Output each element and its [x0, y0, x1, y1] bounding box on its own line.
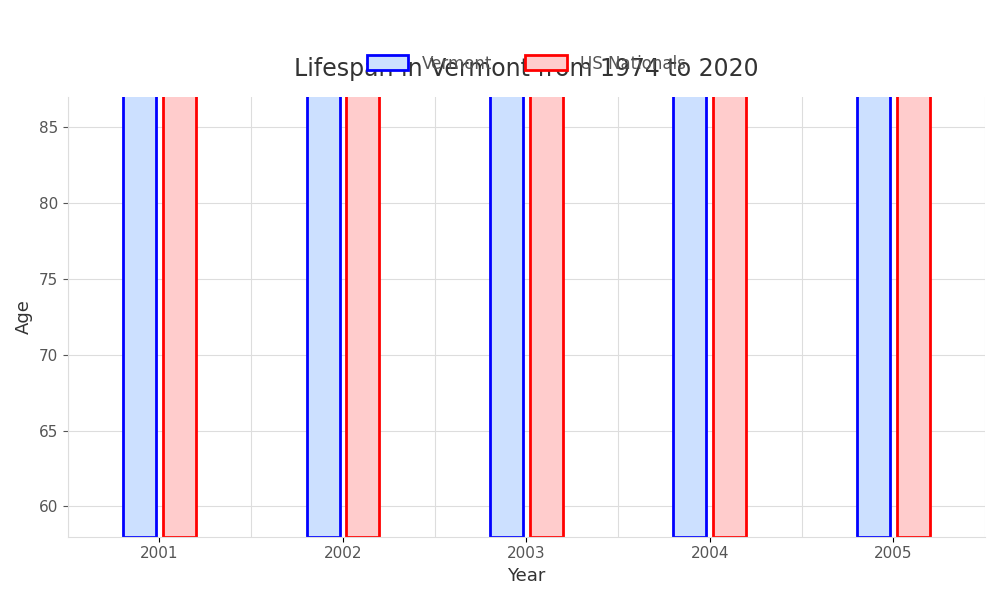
- Bar: [490, 0, 523, 537]
- X-axis label: Year: Year: [507, 567, 546, 585]
- Bar: [897, 0, 930, 537]
- Bar: [857, 0, 890, 537]
- Bar: [713, 0, 746, 537]
- Bar: [123, 0, 156, 537]
- Y-axis label: Age: Age: [15, 299, 33, 334]
- Bar: [530, 0, 563, 537]
- Legend: Vermont, US Nationals: Vermont, US Nationals: [360, 48, 693, 79]
- Bar: [307, 0, 340, 537]
- Bar: [673, 0, 706, 537]
- Bar: [163, 0, 196, 537]
- Title: Lifespan in Vermont from 1974 to 2020: Lifespan in Vermont from 1974 to 2020: [294, 57, 759, 81]
- Bar: [346, 0, 379, 537]
